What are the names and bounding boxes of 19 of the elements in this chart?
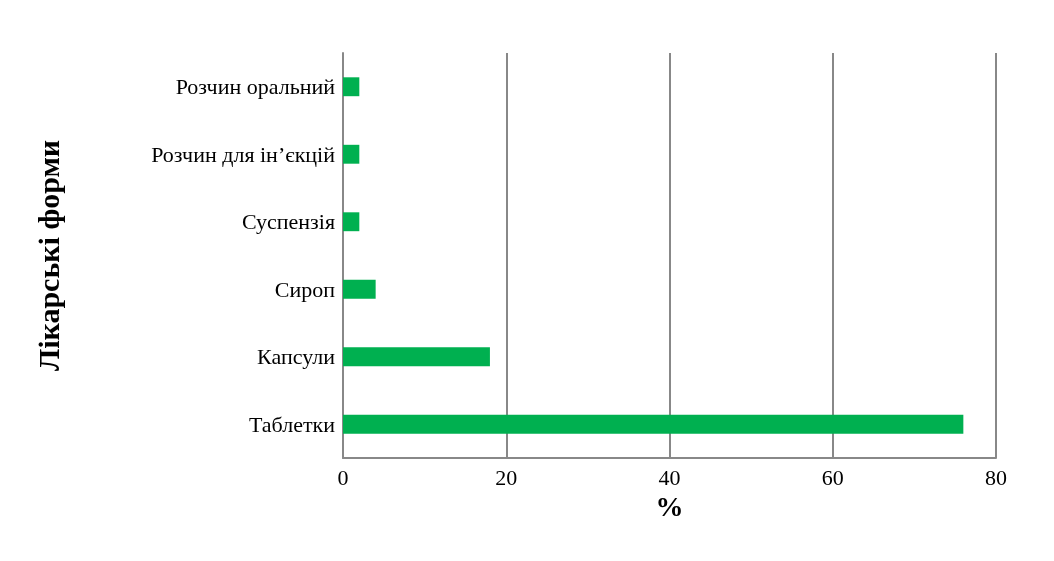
x-tick-label: 0	[337, 464, 349, 490]
bar	[343, 144, 360, 164]
y-tick-label: Суспензія	[241, 209, 335, 235]
y-axis-title: Лікарські форми	[31, 139, 65, 372]
y-tick-label: Розчин оральний	[175, 74, 336, 100]
x-axis-title: %	[655, 491, 684, 523]
x-tick-label: 40	[658, 464, 681, 490]
x-tick-label: 20	[495, 464, 518, 490]
bar	[343, 347, 490, 367]
bar	[343, 279, 376, 299]
bar	[343, 212, 360, 232]
bar	[343, 414, 964, 434]
y-tick-label: Таблетки	[248, 411, 336, 437]
bar	[343, 77, 360, 97]
x-tick-label: 60	[821, 464, 844, 490]
y-tick-label: Сироп	[274, 276, 336, 302]
y-tick-label: Капсули	[257, 344, 336, 370]
x-tick-label: 80	[985, 464, 1007, 490]
y-tick-label: Розчин для ін’єкцій	[151, 141, 336, 167]
